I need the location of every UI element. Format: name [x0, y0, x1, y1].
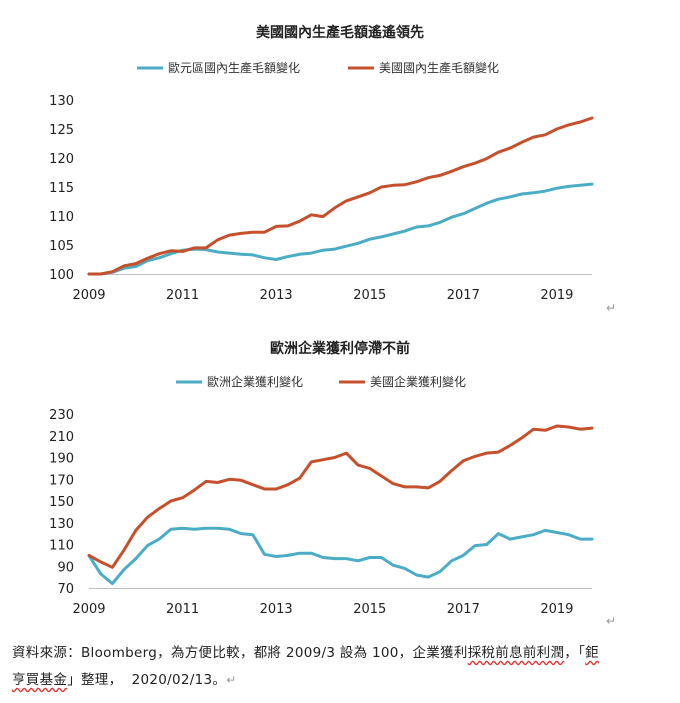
chart2-legend-label-2: 美國企業獲利變化	[370, 374, 466, 389]
chart1-y-tick-130: 130	[49, 94, 74, 109]
footnote-text-1: 資料來源：Bloomberg，為方便比較，都將 2009/3 設為 100，企業…	[12, 645, 468, 661]
chart1-x-tick-2011: 2011	[166, 288, 199, 303]
chart2-x-tick-2011: 2011	[166, 602, 199, 617]
chart2-y-tick-90: 90	[57, 560, 74, 575]
chart2-x-tick-2009: 2009	[72, 602, 105, 617]
chart1-x-tick-2009: 2009	[72, 288, 105, 303]
chart1-x-tick-2017: 2017	[447, 288, 480, 303]
chart2-series-line-2	[87, 424, 594, 569]
chart2-legend-label-1: 歐洲企業獲利變化	[207, 374, 303, 389]
chart1-x-tick-2013: 2013	[260, 288, 293, 303]
chart2-x-tick-2013: 2013	[260, 602, 293, 617]
chart2-title: 歐洲企業獲利停滯不前	[270, 340, 410, 357]
chart2-x-tick-2017: 2017	[447, 602, 480, 617]
chart2-series-line-1	[87, 526, 594, 586]
chart1-legend-label-1: 歐元區國內生產毛額變化	[168, 60, 300, 75]
chart1-y-tick-110: 110	[49, 210, 74, 225]
chart1-title: 美國國內生產毛額遙遙領先	[256, 24, 424, 41]
chart2-y-tick-110: 110	[49, 539, 74, 554]
source-footnote: 資料來源：Bloomberg，為方便比較，都將 2009/3 設為 100，企業…	[12, 640, 668, 694]
chart1-y-tick-125: 125	[49, 123, 74, 138]
chart2-x-tick-2019: 2019	[540, 602, 573, 617]
chart1-y-tick-115: 115	[49, 181, 74, 196]
chart2-x-tick-2015: 2015	[353, 602, 386, 617]
chart2-y-tick-230: 230	[49, 408, 74, 423]
chart2-return-mark: ↵	[606, 614, 616, 628]
chart1-series-line-1	[87, 182, 594, 276]
chart2-y-tick-210: 210	[49, 430, 74, 445]
chart1-y-tick-105: 105	[49, 239, 74, 254]
footnote-text-2: 採稅前息前利潤	[467, 645, 565, 661]
chart1-y-tick-100: 100	[49, 268, 74, 283]
chart1-legend-label-2: 美國國內生產毛額變化	[379, 60, 499, 75]
chart2-y-tick-130: 130	[49, 517, 74, 532]
chart2-y-tick-70: 70	[57, 582, 74, 597]
chart1-series-line-2	[87, 116, 594, 276]
footnote-text-6: 」整理， 2020/02/13。	[67, 672, 227, 688]
chart2-y-tick-190: 190	[49, 452, 74, 467]
chart2-y-tick-170: 170	[49, 473, 74, 488]
footnote-text-4: 鉅	[585, 645, 599, 661]
chart1-x-tick-2015: 2015	[353, 288, 386, 303]
chart1-y-tick-120: 120	[49, 152, 74, 167]
chart1-x-tick-2019: 2019	[540, 288, 573, 303]
footnote-text-5: 亨買基金	[12, 672, 68, 688]
chart1-return-mark: ↵	[606, 301, 616, 315]
chart2-y-tick-150: 150	[49, 495, 74, 510]
footnote-text-3: ，「	[564, 645, 586, 661]
footnote-return-mark: ↵	[226, 673, 237, 687]
